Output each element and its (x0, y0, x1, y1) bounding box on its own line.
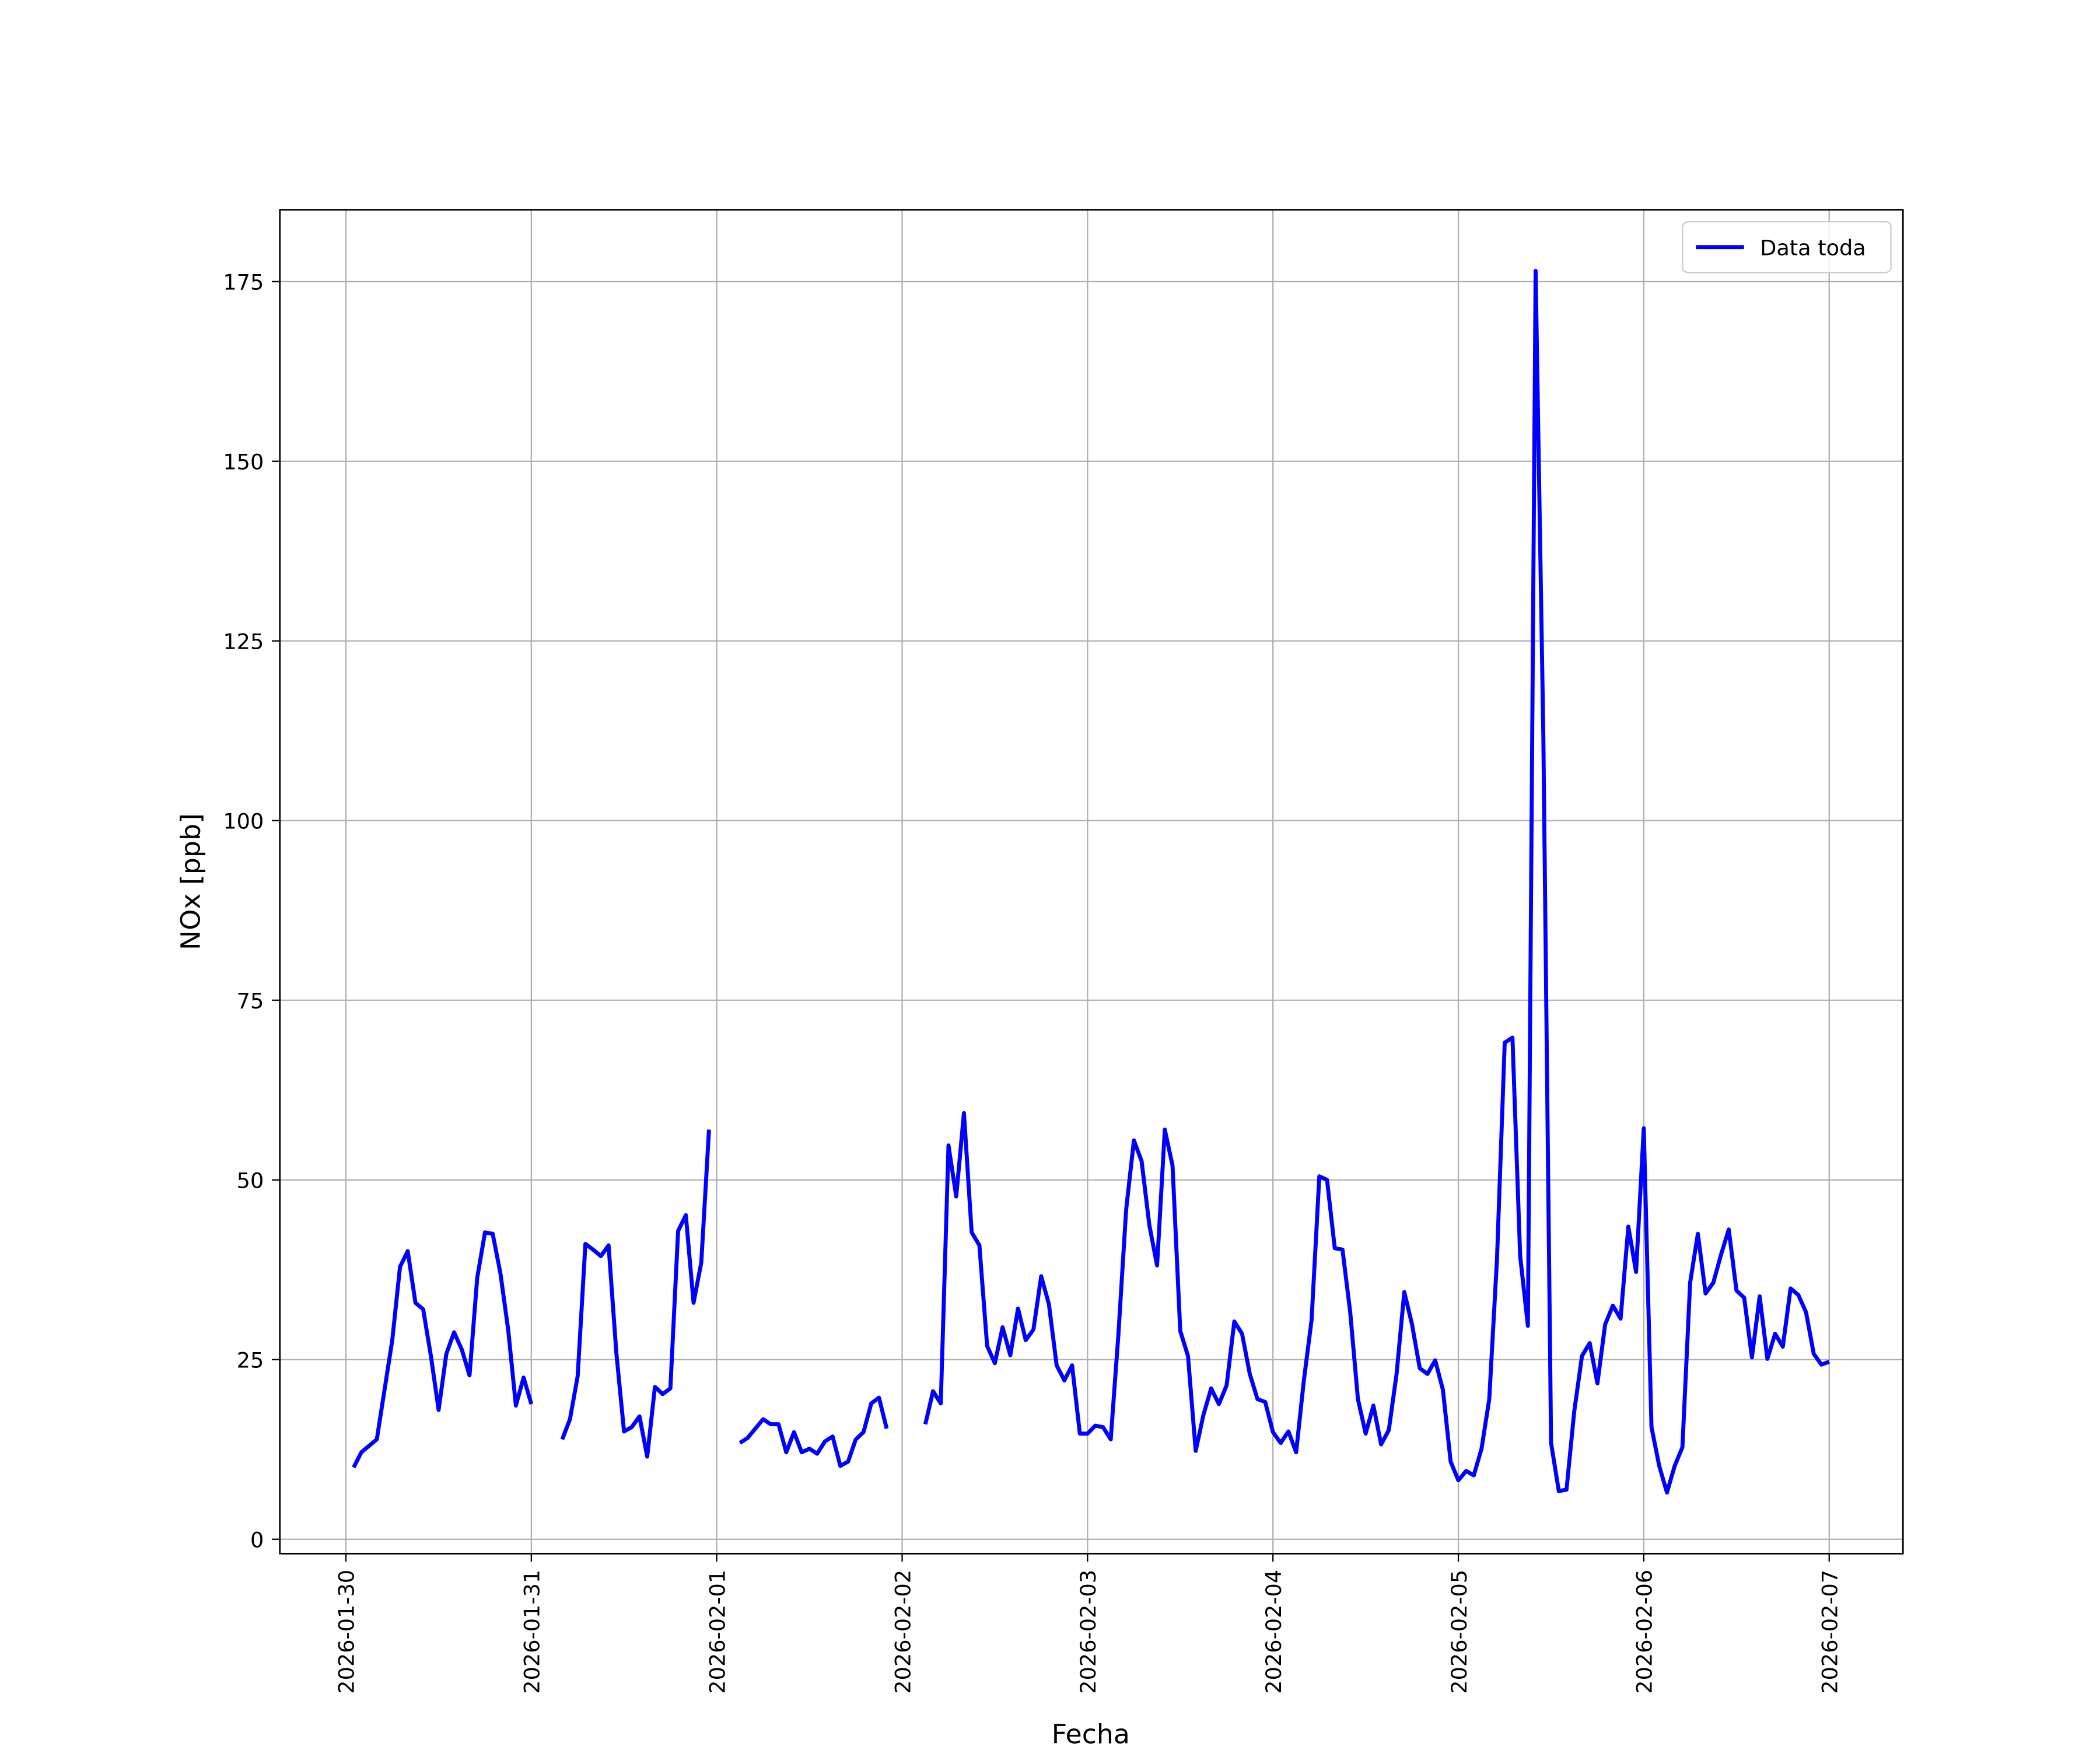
x-tick-label: 2026-02-05 (1447, 1570, 1472, 1694)
x-tick-label: 2026-01-31 (520, 1570, 545, 1694)
data-line (352, 268, 1830, 1495)
y-tick-label: 25 (237, 1348, 264, 1373)
y-tick-label: 75 (237, 988, 264, 1013)
x-tick-label: 2026-02-01 (705, 1570, 730, 1694)
x-tick-label: 2026-02-04 (1261, 1570, 1286, 1694)
y-tick-label: 100 (223, 808, 264, 834)
legend: Data toda (1682, 221, 1892, 274)
x-tick-label: 2026-02-03 (1076, 1570, 1101, 1694)
legend-label: Data toda (1760, 235, 1866, 260)
x-tick-label: 2026-02-02 (890, 1570, 915, 1694)
y-tick-label: 50 (237, 1168, 264, 1193)
legend-box (1682, 221, 1892, 274)
x-axis-label: Fecha (1052, 1718, 1130, 1750)
x-tick-label: 2026-01-30 (334, 1570, 359, 1694)
background (18, 0, 2082, 1750)
y-tick-label: 125 (223, 629, 264, 654)
x-tick-label: 2026-02-07 (1817, 1570, 1842, 1694)
y-tick-label: 175 (223, 270, 264, 295)
y-tick-label: 0 (250, 1527, 264, 1552)
plot-frame (279, 209, 1904, 1555)
x-tick-label: 2026-02-06 (1632, 1570, 1657, 1694)
y-axis-label: NOx [ppb] (174, 813, 206, 950)
y-tick-label: 150 (223, 449, 264, 474)
